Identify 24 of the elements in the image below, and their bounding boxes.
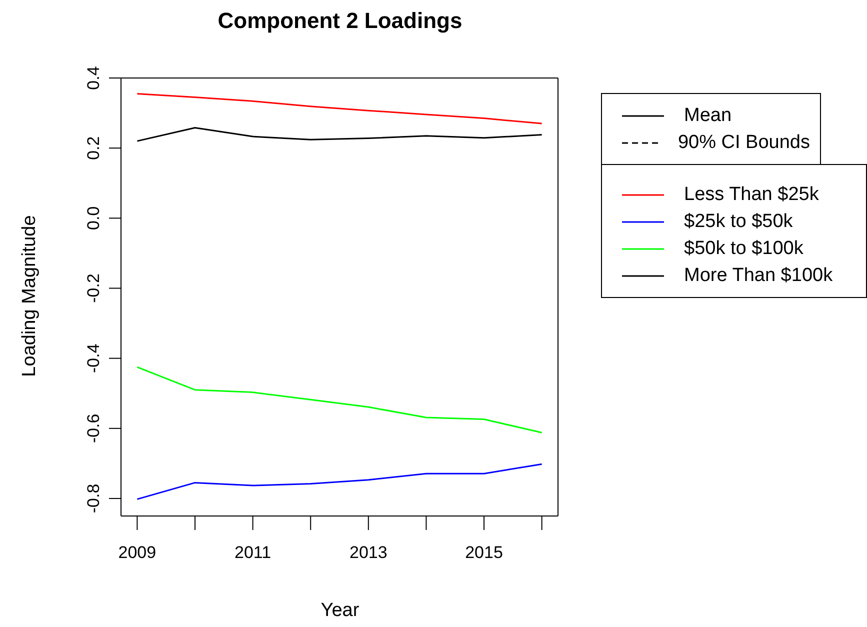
line-series — [136, 366, 543, 434]
x-tick-label: 2011 — [234, 543, 272, 562]
x-tick-label: 2013 — [349, 543, 388, 562]
x-axis-title: Year — [320, 600, 360, 622]
legend-label: Less Than $25k — [684, 184, 819, 206]
line-series — [136, 93, 543, 124]
y-tick-label: 0.4 — [84, 66, 103, 90]
y-tick-label: 0.0 — [84, 206, 103, 230]
legend-label: Mean — [684, 104, 732, 126]
y-tick-label: -0.4 — [84, 344, 103, 373]
legend-label: More Than $100k — [684, 264, 833, 286]
legend-label: 90% CI Bounds — [678, 132, 810, 154]
chart-title: Component 2 Loadings — [216, 8, 464, 34]
y-tick-label: -0.2 — [84, 274, 103, 303]
y-axis-title: Loading Magnitude — [19, 215, 41, 377]
y-tick-label: 0.2 — [84, 136, 103, 160]
x-tick-label: 2009 — [118, 543, 156, 562]
y-tick-label: -0.8 — [84, 484, 103, 514]
line-series — [136, 127, 543, 142]
line-series — [136, 463, 543, 500]
y-tick-label: -0.6 — [84, 414, 103, 444]
x-tick-label: 2015 — [465, 543, 503, 562]
legend-label: $50k to $100k — [684, 238, 804, 260]
legend-label: $25k to $50k — [684, 210, 793, 232]
